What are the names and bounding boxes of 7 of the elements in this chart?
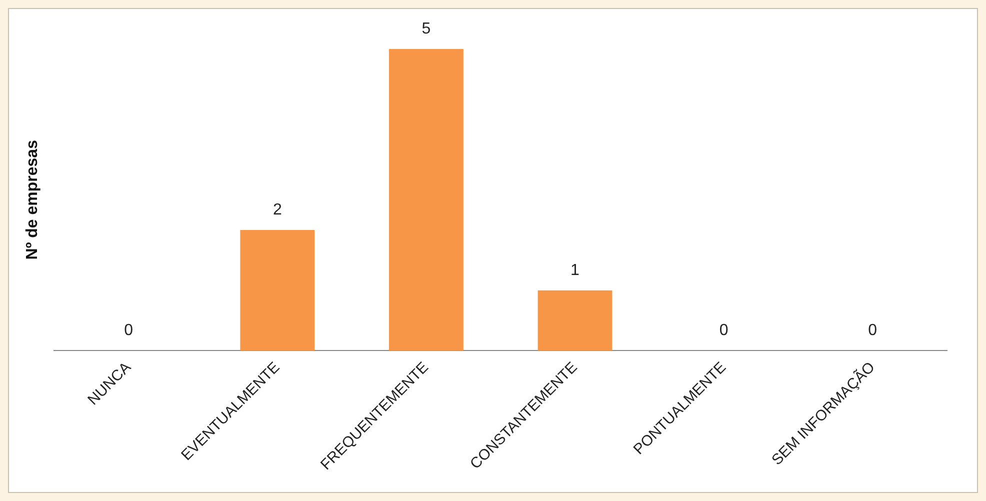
data-label: 1: [570, 262, 580, 279]
data-label: 5: [422, 20, 431, 38]
y-axis-title: Nº de empresas: [24, 140, 42, 260]
data-label: 0: [868, 322, 878, 340]
data-label: 0: [124, 322, 134, 340]
data-label: 2: [272, 201, 282, 218]
data-label: 0: [719, 322, 728, 340]
